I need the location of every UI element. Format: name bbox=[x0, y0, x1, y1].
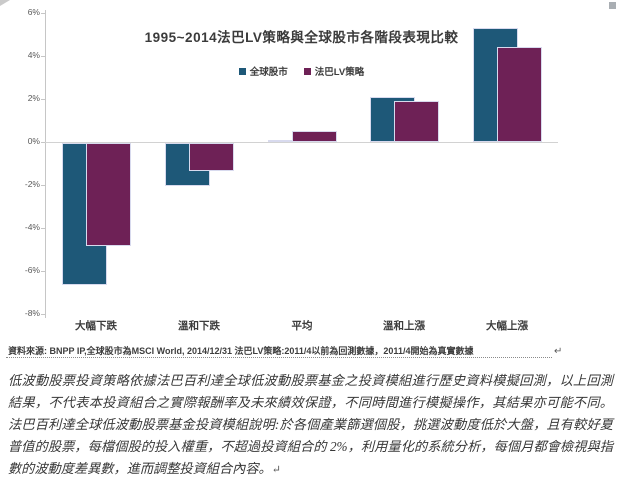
y-axis-tick-mark bbox=[41, 185, 46, 186]
x-axis-category-label-2: 平均 bbox=[291, 320, 313, 332]
bar-series1-cat0 bbox=[86, 143, 131, 246]
selection-handle-top-right bbox=[609, 2, 616, 9]
y-axis-tick-mark bbox=[41, 314, 46, 315]
legend-swatch-icon bbox=[238, 67, 246, 75]
y-axis-tick-label: -8% bbox=[24, 308, 40, 318]
y-axis-tick-mark bbox=[41, 99, 46, 100]
bar-series1-cat4 bbox=[497, 47, 542, 142]
chart-legend: 全球股市 法巴LV策略 bbox=[45, 64, 558, 78]
y-axis-tick-mark bbox=[41, 13, 46, 14]
y-axis-tick-label: 4% bbox=[27, 50, 40, 60]
y-axis-tick-mark bbox=[41, 56, 46, 57]
legend-label: 法巴LV策略 bbox=[314, 67, 365, 78]
performance-bar-chart: 1995~2014法巴LV策略與全球股市各階段表現比較 全球股市 法巴LV策略 6… bbox=[24, 7, 558, 332]
y-axis-line bbox=[45, 10, 46, 318]
y-axis-tick-label: 6% bbox=[27, 7, 40, 17]
legend-label: 全球股市 bbox=[249, 67, 288, 78]
selection-handle-top-left bbox=[0, 0, 10, 6]
y-axis-tick-mark bbox=[41, 271, 46, 272]
x-axis-category-label-1: 溫和下跌 bbox=[178, 320, 220, 332]
source-note: 資料來源: BNPP IP,全球股市為MSCI World, 2014/12/3… bbox=[8, 344, 608, 357]
dotted-divider bbox=[6, 357, 552, 358]
disclaimer-paragraph: 低波動股票投資策略依據法巴百利達全球低波動股票基金之投資模組進行歷史資料模擬回測… bbox=[8, 370, 613, 481]
y-axis-tick-mark bbox=[41, 228, 46, 229]
y-axis-tick-label: -2% bbox=[24, 179, 40, 189]
legend-swatch-icon bbox=[303, 67, 311, 75]
x-axis-category-label-4: 大幅上漲 bbox=[486, 320, 528, 332]
y-axis-tick-label: 0% bbox=[27, 136, 40, 146]
paragraph-return-mark: ↵ bbox=[271, 464, 281, 476]
paragraph-return-mark: ↵ bbox=[554, 346, 563, 357]
bar-series1-cat2 bbox=[292, 131, 337, 142]
bar-series1-cat1 bbox=[189, 143, 234, 171]
bar-series1-cat3 bbox=[394, 101, 439, 142]
chart-title: 1995~2014法巴LV策略與全球股市各階段表現比較 bbox=[144, 30, 459, 45]
x-axis-category-label-0: 大幅下跌 bbox=[75, 320, 117, 332]
y-axis-tick-label: -4% bbox=[24, 222, 40, 232]
legend-item-1: 法巴LV策略 bbox=[303, 64, 365, 78]
disclaimer-text: 低波動股票投資策略依據法巴百利達全球低波動股票基金之投資模組進行歷史資料模擬回測… bbox=[8, 373, 613, 476]
source-note-text: 資料來源: BNPP IP,全球股市為MSCI World, 2014/12/3… bbox=[8, 346, 474, 356]
legend-item-0: 全球股市 bbox=[238, 64, 288, 78]
y-axis-tick-mark bbox=[41, 142, 46, 143]
x-axis-category-label-3: 溫和上漲 bbox=[383, 320, 425, 332]
zero-gridline bbox=[45, 142, 558, 143]
y-axis-tick-label: -6% bbox=[24, 265, 40, 275]
y-axis-tick-label: 2% bbox=[27, 93, 40, 103]
